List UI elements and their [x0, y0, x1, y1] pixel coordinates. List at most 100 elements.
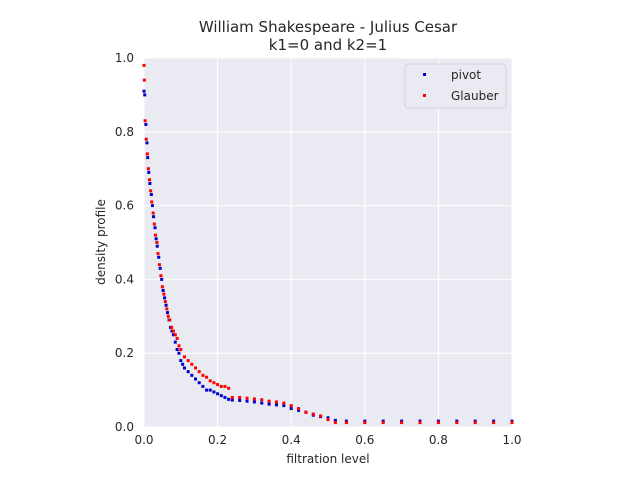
data-point-glauber — [173, 333, 177, 337]
legend-box — [404, 63, 507, 109]
data-point-pivot — [147, 170, 151, 174]
data-point-glauber — [311, 412, 315, 416]
data-point-glauber — [175, 336, 179, 340]
data-point-pivot — [190, 373, 194, 377]
data-point-glauber — [194, 366, 198, 370]
data-point-glauber — [216, 383, 220, 387]
data-point-pivot — [326, 416, 330, 420]
data-point-glauber — [319, 414, 323, 418]
data-point-glauber — [400, 421, 404, 425]
data-point-glauber — [156, 252, 160, 256]
data-point-glauber — [304, 410, 308, 414]
legend-marker-pivot — [423, 73, 426, 76]
y-tick-label: 0.2 — [115, 346, 134, 360]
data-point-glauber — [168, 318, 172, 322]
data-point-pivot — [144, 122, 148, 126]
data-point-glauber — [455, 421, 459, 425]
data-point-pivot — [148, 181, 152, 185]
data-point-pivot — [223, 395, 227, 399]
data-point-pivot — [161, 288, 165, 292]
data-point-glauber — [208, 379, 212, 383]
data-point-glauber — [160, 285, 164, 289]
data-point-pivot — [171, 333, 175, 337]
data-point-glauber — [148, 178, 152, 182]
data-point-glauber — [144, 137, 148, 141]
data-point-pivot — [152, 215, 156, 219]
data-point-pivot — [142, 89, 146, 93]
data-point-pivot — [227, 397, 231, 401]
x-tick-label: 0.4 — [282, 433, 301, 447]
data-point-pivot — [260, 401, 264, 405]
data-point-glauber — [219, 384, 223, 388]
data-point-pivot — [245, 399, 249, 403]
data-point-pivot — [154, 237, 158, 241]
data-point-pivot — [216, 392, 220, 396]
grid — [143, 57, 513, 428]
legend-label-pivot: pivot — [451, 68, 481, 82]
data-point-pivot — [166, 311, 170, 315]
data-point-glauber — [149, 189, 153, 193]
data-point-pivot — [186, 370, 190, 374]
y-tick-label: 0.4 — [115, 272, 134, 286]
data-point-glauber — [282, 401, 286, 405]
data-point-pivot — [149, 193, 153, 197]
data-point-glauber — [227, 386, 231, 390]
data-point-pivot — [297, 408, 301, 412]
data-point-glauber — [182, 355, 186, 359]
data-point-glauber — [143, 119, 147, 123]
x-tick-label: 0.8 — [429, 433, 448, 447]
data-point-pivot — [201, 384, 205, 388]
data-point-pivot — [205, 388, 209, 392]
data-point-glauber — [245, 396, 249, 400]
data-point-pivot — [182, 366, 186, 370]
data-point-pivot — [145, 141, 149, 145]
data-point-glauber — [381, 421, 385, 425]
data-point-pivot — [160, 277, 164, 281]
data-point-pivot — [282, 404, 286, 408]
x-tick-label: 0.0 — [134, 433, 153, 447]
data-point-glauber — [146, 167, 150, 171]
data-point-glauber — [289, 404, 293, 408]
data-point-glauber — [153, 233, 157, 237]
data-point-glauber — [333, 421, 337, 425]
data-point-glauber — [510, 421, 514, 425]
data-point-glauber — [151, 211, 155, 215]
data-point-pivot — [155, 244, 159, 248]
x-tick-label: 0.2 — [208, 433, 227, 447]
data-point-pivot — [173, 340, 177, 344]
data-point-glauber — [142, 78, 146, 82]
data-point-glauber — [418, 421, 422, 425]
data-point-pivot — [164, 303, 168, 307]
data-point-pivot — [143, 93, 147, 97]
y-tick-label: 0.6 — [115, 199, 134, 213]
data-point-glauber — [492, 421, 496, 425]
legend-marker-glauber — [423, 94, 426, 97]
data-point-glauber — [155, 241, 159, 244]
legend-label-glauber: Glauber — [451, 89, 499, 103]
y-tick-label: 0.8 — [115, 125, 134, 139]
data-point-glauber — [162, 292, 166, 296]
data-point-pivot — [238, 398, 242, 402]
chart-title: William Shakespeare - Julius Cesar — [199, 18, 458, 36]
x-tick-label: 0.6 — [355, 433, 374, 447]
x-axis-label: filtration level — [286, 452, 369, 466]
data-point-pivot — [181, 362, 185, 366]
data-point-glauber — [157, 263, 161, 267]
data-point-glauber — [142, 63, 146, 67]
chart-subtitle: k1=0 and k2=1 — [269, 36, 387, 54]
data-point-glauber — [252, 397, 256, 401]
data-point-pivot — [333, 418, 337, 422]
data-point-glauber — [145, 152, 149, 156]
series-glauber — [142, 63, 514, 425]
data-point-glauber — [171, 329, 175, 333]
data-point-glauber — [152, 222, 156, 226]
data-point-glauber — [363, 421, 367, 425]
data-point-glauber — [150, 200, 154, 204]
plot-area — [144, 58, 512, 427]
data-point-pivot — [212, 390, 216, 394]
data-point-glauber — [274, 400, 278, 404]
data-point-glauber — [163, 300, 167, 304]
data-point-pivot — [179, 359, 183, 363]
data-point-pivot — [177, 351, 181, 355]
legend: pivot Glauber — [404, 63, 507, 109]
